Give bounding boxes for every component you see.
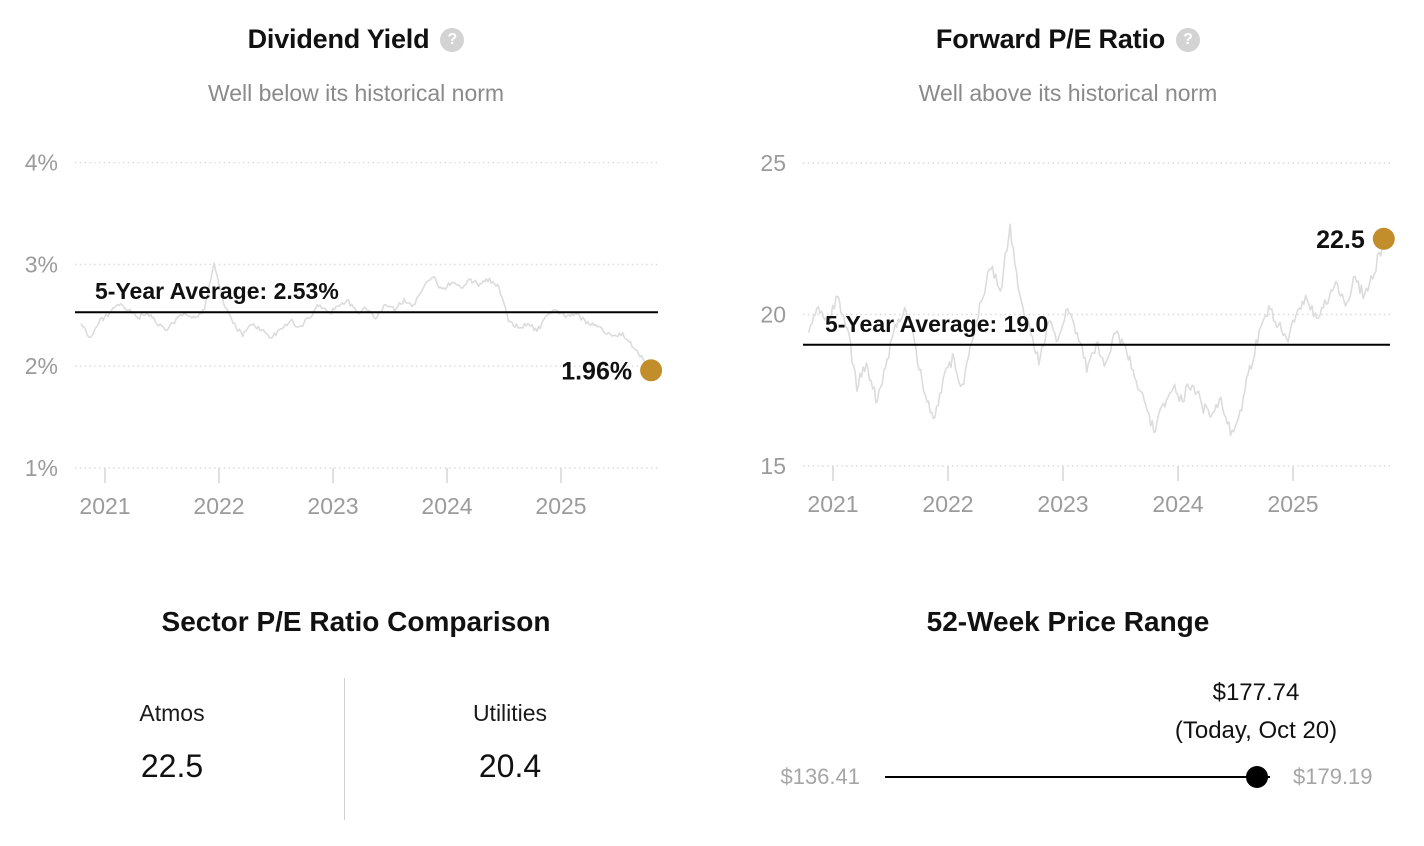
forward-pe-subtitle: Well above its historical norm (918, 80, 1218, 106)
price-range-title: 52-Week Price Range (926, 606, 1210, 637)
current-value-dot (1372, 227, 1395, 250)
x-tick-label: 2024 (1152, 491, 1203, 517)
current-value-dot (640, 359, 663, 382)
dividend-yield-chart: 4% 3% 2% 1% 2021 2022 2023 2024 2025 5-Year Avera… (25, 150, 663, 519)
current-price-marker (1246, 766, 1268, 788)
x-tick-label: 2023 (307, 493, 358, 519)
current-value-label: 22.5 (1316, 226, 1365, 254)
price-range-line (885, 776, 1270, 778)
y-tick-label: 25 (760, 150, 786, 176)
x-tick-label: 2024 (421, 493, 472, 519)
price-range-panel: 52-Week Price Range $177.74 (Today, Oct … (712, 560, 1424, 846)
x-tick-label: 2025 (535, 493, 586, 519)
forward-pe-chart: 25 20 15 2021 2022 2023 2024 2025 5-Year Average… (760, 150, 1395, 517)
dividend-yield-subtitle: Well below its historical norm (207, 80, 505, 106)
forward-pe-panel: Forward P/E Ratio ? Well above its histo… (712, 0, 1424, 560)
dividend-yield-panel: Dividend Yield ? Well below its historic… (0, 0, 712, 560)
x-tick-label: 2022 (922, 491, 973, 517)
y-tick-label: 15 (760, 453, 786, 479)
forward-pe-header: Forward P/E Ratio ? (712, 24, 1424, 55)
y-tick-label: 1% (25, 455, 58, 481)
low-price-label: $136.41 (780, 764, 860, 789)
current-price-label: $177.74 (1212, 679, 1300, 706)
x-tick-label: 2023 (1037, 491, 1088, 517)
x-tick-label: 2025 (1267, 491, 1318, 517)
current-value-label: 1.96% (561, 357, 632, 385)
sector-pe-comparison-panel: Sector P/E Ratio Comparison Atmos 22.5 U… (0, 560, 712, 846)
current-price-note: (Today, Oct 20) (1174, 717, 1338, 744)
average-label: 5-Year Average: 19.0 (825, 311, 1048, 337)
y-tick-label: 2% (25, 353, 58, 379)
sector-pe-comparison-title: Sector P/E Ratio Comparison (161, 606, 551, 637)
sector-column-label-atmos: Atmos (139, 700, 205, 726)
average-label: 5-Year Average: 2.53% (95, 278, 339, 304)
series-line (808, 223, 1385, 437)
dividend-yield-header: Dividend Yield ? (0, 24, 712, 55)
column-divider (344, 678, 345, 820)
series-line (80, 262, 652, 371)
x-tick-label: 2021 (79, 493, 130, 519)
dividend-yield-title: Dividend Yield (247, 24, 430, 54)
x-tick-label: 2021 (807, 491, 858, 517)
y-tick-label: 4% (25, 150, 58, 176)
forward-pe-title: Forward P/E Ratio (935, 24, 1166, 54)
y-tick-label: 3% (25, 251, 58, 277)
sector-column-value-atmos: 22.5 (140, 748, 204, 784)
sector-column-label-utilities: Utilities (472, 700, 548, 726)
high-price-label: $179.19 (1293, 764, 1373, 789)
sector-column-value-utilities: 20.4 (478, 748, 542, 784)
help-icon[interactable]: ? (440, 27, 465, 52)
help-icon[interactable]: ? (1176, 27, 1201, 52)
x-tick-label: 2022 (193, 493, 244, 519)
y-tick-label: 20 (760, 302, 786, 328)
